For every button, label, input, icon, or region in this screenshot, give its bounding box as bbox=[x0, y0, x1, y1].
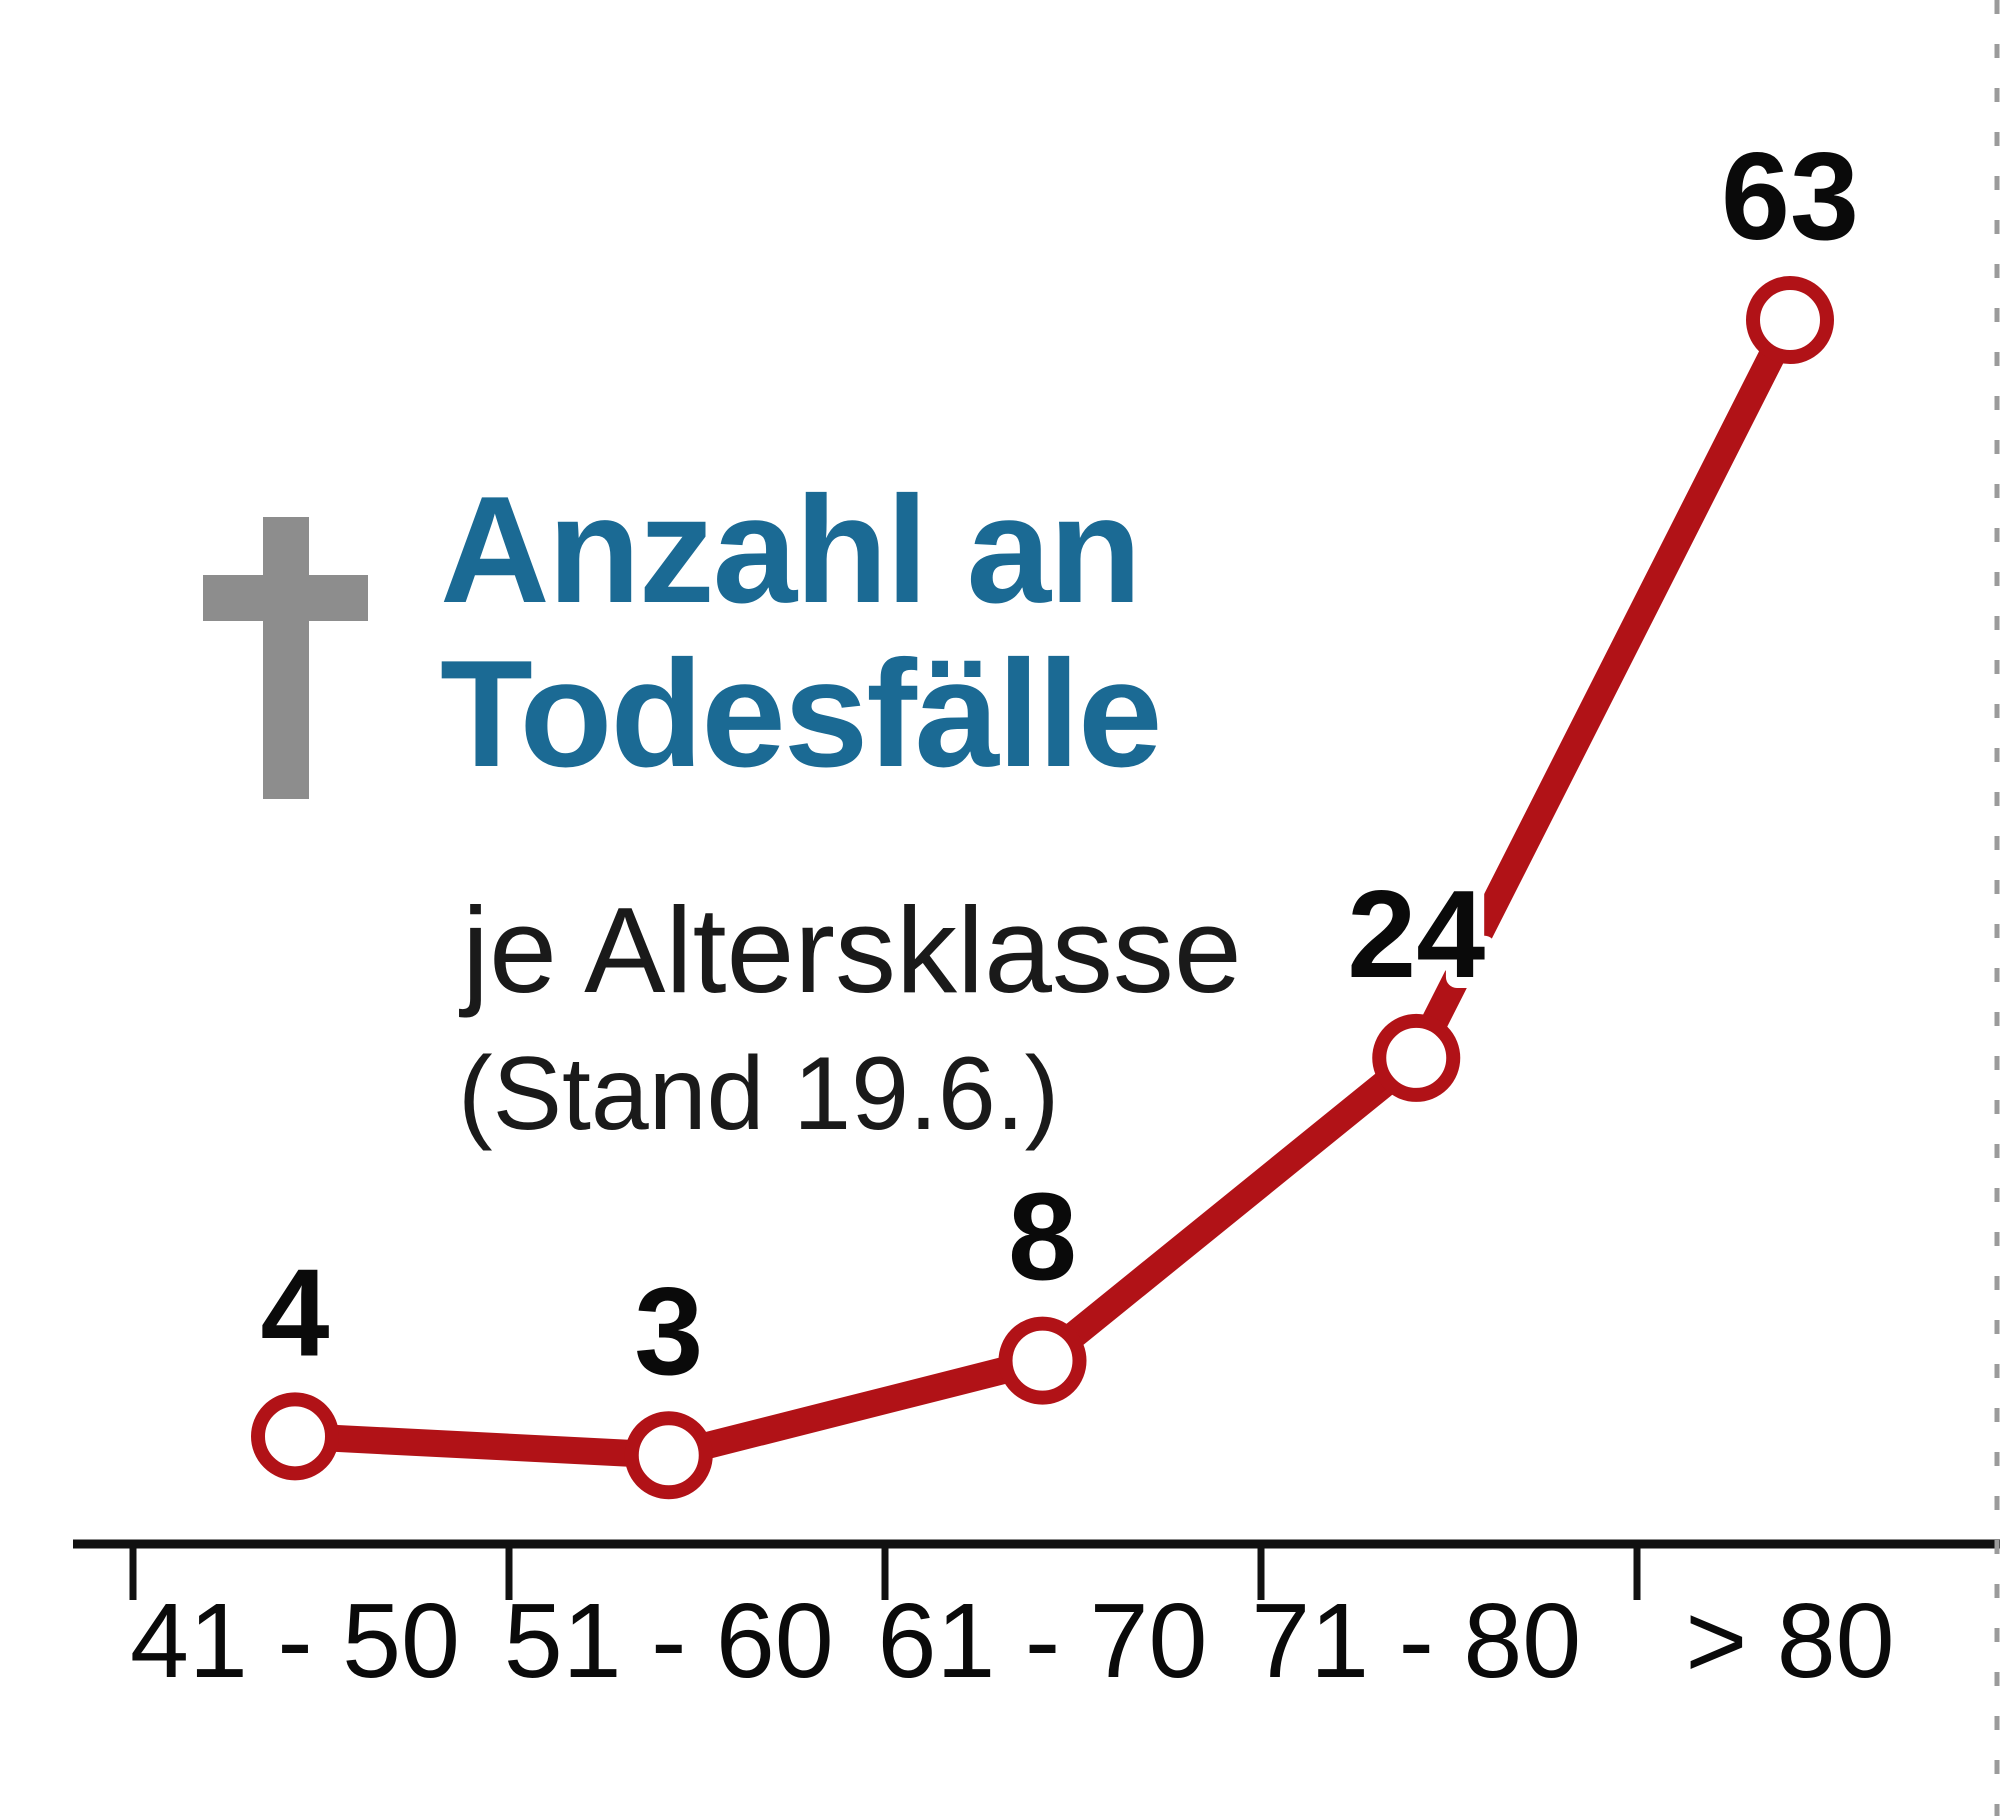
x-axis-label: 61 - 70 bbox=[877, 1582, 1207, 1700]
x-axis-label: 41 - 50 bbox=[130, 1582, 460, 1700]
data-point-marker bbox=[624, 1411, 713, 1500]
x-axis-label: > 80 bbox=[1685, 1582, 1894, 1700]
x-axis-label: 71 - 80 bbox=[1251, 1582, 1581, 1700]
chart-title: Anzahl an Todesfälle bbox=[440, 465, 1162, 800]
x-axis-label: 51 - 60 bbox=[504, 1582, 834, 1700]
data-point-marker bbox=[1372, 1013, 1461, 1102]
data-point-marker bbox=[251, 1392, 339, 1481]
data-point-label: 4 bbox=[261, 1244, 330, 1382]
cross-icon-horizontal-bar bbox=[203, 575, 368, 621]
data-point-label: 3 bbox=[634, 1263, 703, 1401]
chart-subtitle: je Altersklasse bbox=[462, 882, 1242, 1018]
chart-note: (Stand 19.6.) bbox=[458, 1036, 1060, 1152]
chart-title-line2: Todesfälle bbox=[440, 629, 1162, 800]
chart-title-line1: Anzahl an bbox=[440, 465, 1142, 635]
data-point-marker bbox=[1746, 276, 1834, 365]
data-point-label: 24 bbox=[1347, 866, 1485, 1004]
data-point-marker bbox=[998, 1316, 1087, 1405]
data-point-label: 63 bbox=[1721, 128, 1859, 266]
data-point-label: 8 bbox=[1008, 1169, 1077, 1307]
cross-icon-vertical-bar bbox=[263, 517, 309, 799]
